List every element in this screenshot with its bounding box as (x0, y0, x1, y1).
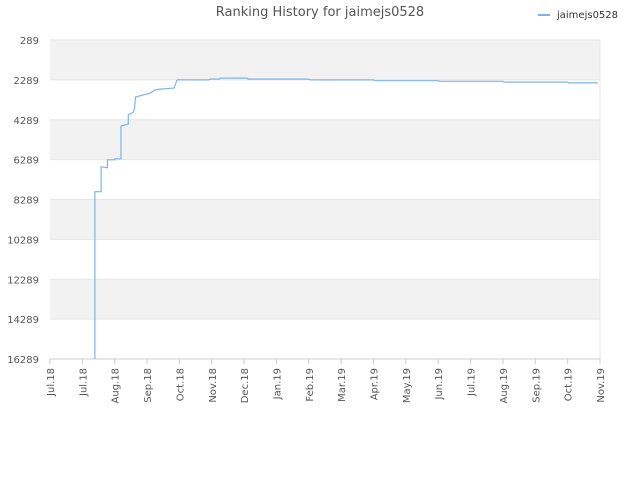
x-tick-label: Mar.19 (337, 368, 348, 402)
x-tick-label: Nov.18 (208, 368, 219, 403)
x-tick-label: Dec.18 (240, 368, 251, 403)
x-tick-label: Sep.19 (531, 368, 542, 403)
y-tick-label: 6289 (14, 156, 39, 167)
plot-band (50, 199, 600, 240)
series-line (94, 77, 598, 359)
x-tick-label: Aug.18 (111, 368, 122, 403)
plot-band (50, 119, 600, 160)
y-tick-label: 2289 (14, 76, 39, 87)
series-layer (94, 77, 598, 359)
y-tick-label: 10289 (7, 235, 39, 246)
grid-lines (50, 39, 601, 360)
x-tick-label: May.19 (402, 368, 413, 403)
x-tick-label: Apr.19 (370, 368, 381, 400)
x-tick-label: Oct.19 (564, 368, 575, 401)
x-tick-label: Oct.18 (175, 368, 186, 401)
x-tick-label: Sep.18 (143, 368, 154, 403)
plot-band (50, 40, 600, 80)
y-tick-label: 4289 (14, 116, 39, 127)
chart-title: Ranking History for jaimejs0528 (215, 5, 425, 20)
y-axis: 289 2289 4289 6289 8289 10289 12289 14289 16289 (7, 36, 39, 366)
x-axis: Jul.18 Jul.18 Aug.18 Sep.18 Oct.18 Nov.18 Dec.… (46, 359, 607, 403)
y-tick-label: 16289 (7, 355, 39, 366)
plot-bands (50, 40, 600, 320)
legend[interactable]: jaimejs0528 (538, 10, 618, 21)
x-tick-label: Nov.19 (596, 368, 607, 403)
x-tick-label: Aug.19 (499, 368, 510, 403)
x-tick-label: Feb.19 (305, 368, 316, 402)
y-tick-label: 289 (20, 36, 39, 47)
plot-band (50, 279, 600, 320)
x-tick-label: Jul.18 (46, 368, 57, 397)
x-tick-label: Jun.19 (434, 368, 445, 401)
y-tick-label: 8289 (14, 196, 39, 207)
y-tick-label: 14289 (7, 315, 39, 326)
x-tick-label: Jul.19 (467, 368, 478, 397)
x-tick-label: Jul.18 (78, 368, 89, 397)
legend-label: jaimejs0528 (556, 10, 618, 21)
y-tick-label: 12289 (7, 275, 39, 286)
x-tick-label: Jan.19 (272, 368, 283, 400)
